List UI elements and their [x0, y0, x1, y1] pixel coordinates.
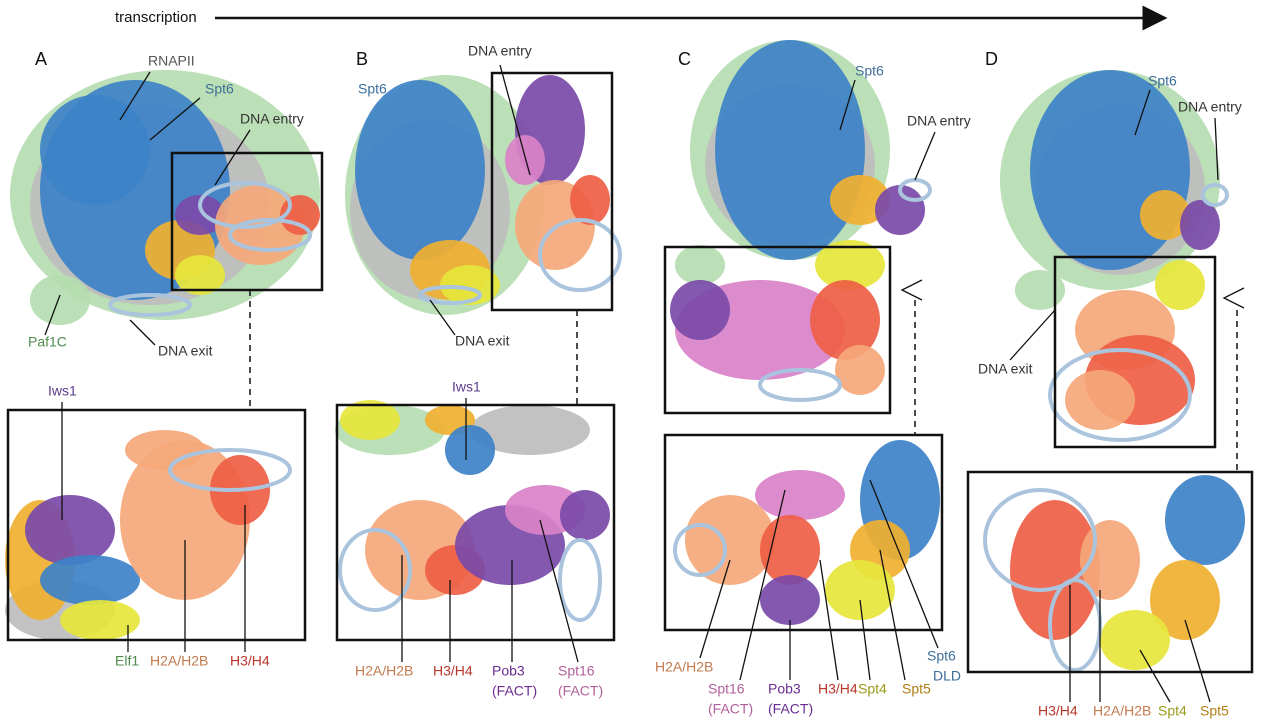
surface	[1165, 475, 1245, 565]
inset-label: Spt6	[927, 648, 956, 664]
surface	[570, 175, 610, 225]
inset-label: (FACT)	[708, 701, 753, 717]
structure-label: Paf1C	[28, 334, 67, 350]
inset-label: Pob3	[768, 681, 801, 697]
inset-label: Iws1	[48, 383, 77, 399]
structure-label: DNA exit	[158, 343, 213, 359]
surface	[30, 275, 90, 325]
inset-label: Spt5	[1200, 703, 1229, 719]
inset-label: H2A/H2B	[150, 653, 208, 669]
page: {"header": {"label": "transcription"}, "…	[0, 0, 1261, 722]
inset-label: Spt5	[902, 681, 931, 697]
surface	[1015, 270, 1065, 310]
inset-label: H3/H4	[1038, 703, 1078, 719]
surface	[125, 430, 205, 470]
inset-label: Pob3	[492, 663, 525, 679]
inset-label: H2A/H2B	[355, 663, 413, 679]
surface	[675, 245, 725, 285]
surface	[1065, 370, 1135, 430]
surface	[40, 95, 150, 205]
surface	[670, 280, 730, 340]
inset-label: (FACT)	[492, 683, 537, 699]
inset-label: DLD	[933, 668, 961, 684]
inset-label: H2A/H2B	[1093, 703, 1151, 719]
surface	[25, 495, 115, 565]
structure-label: Spt6	[1148, 73, 1177, 89]
inset-label: Spt4	[1158, 703, 1187, 719]
structure-label: DNA exit	[978, 361, 1033, 377]
inset-label: H3/H4	[818, 681, 858, 697]
surface	[1155, 260, 1205, 310]
surface	[835, 345, 885, 395]
surface	[1180, 200, 1220, 250]
transcription-label: transcription	[115, 9, 197, 26]
inset-label: H3/H4	[230, 653, 270, 669]
structure-label: DNA entry	[1178, 99, 1242, 115]
structure-label: DNA entry	[468, 43, 532, 59]
inset-label: Spt16	[558, 663, 595, 679]
panel-letter: C	[678, 49, 691, 69]
inset-label: Spt16	[708, 681, 745, 697]
surface	[715, 40, 865, 260]
surface	[505, 135, 545, 185]
surface	[760, 575, 820, 625]
panel-letter: D	[985, 49, 998, 69]
inset-label: Spt4	[858, 681, 887, 697]
structure-label: DNA entry	[907, 113, 971, 129]
panel-letter: B	[356, 49, 368, 69]
surface	[40, 555, 140, 605]
panel-letter: A	[35, 49, 47, 69]
inset-label: H3/H4	[433, 663, 473, 679]
surface	[1100, 610, 1170, 670]
structure-label: Spt6	[205, 81, 234, 97]
surface	[355, 80, 485, 260]
inset-label: Iws1	[452, 379, 481, 395]
surface	[825, 560, 895, 620]
structure-label: Spt6	[855, 63, 884, 79]
structure-label: DNA entry	[240, 111, 304, 127]
structure-label: DNA exit	[455, 333, 510, 349]
inset-label: (FACT)	[768, 701, 813, 717]
structure-label: RNAPII	[148, 53, 195, 69]
figure: transcriptionARNAPIISpt6DNA entryPaf1CDN…	[0, 0, 1261, 722]
surface	[445, 425, 495, 475]
dna	[760, 370, 840, 400]
inset-label: (FACT)	[558, 683, 603, 699]
inset-label: H2A/H2B	[655, 659, 713, 675]
surface	[1030, 70, 1190, 270]
inset-label: Elf1	[115, 653, 139, 669]
surface	[560, 490, 610, 540]
surface	[755, 470, 845, 520]
structure-label: Spt6	[358, 81, 387, 97]
surface	[760, 515, 820, 585]
dna	[560, 540, 600, 620]
